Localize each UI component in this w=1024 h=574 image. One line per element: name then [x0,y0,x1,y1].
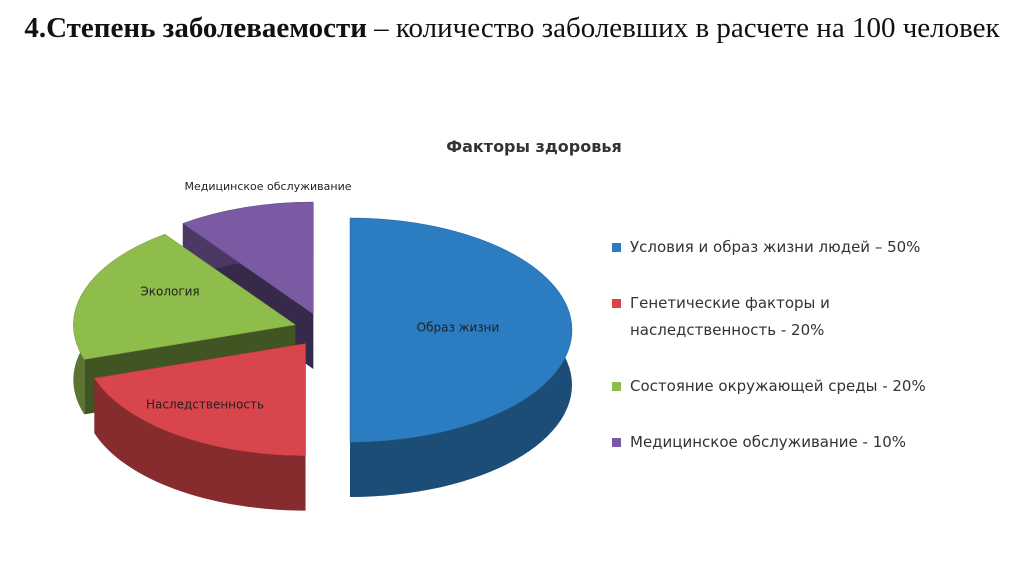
slice-top [182,201,314,315]
legend-item: Условия и образ жизни людей – 50% [612,234,942,261]
slice-top [73,233,297,360]
legend-text: Генетические факторы и наследственность … [630,294,830,339]
legend-swatch [612,382,621,391]
legend-item: Состояние окружающей среды - 20% [612,373,942,400]
legend-text: Состояние окружающей среды - 20% [630,377,926,395]
slice-label: Экология [140,285,199,299]
slice-side [94,378,306,511]
chart-title: Факторы здоровья [446,137,621,156]
legend-item: Генетические факторы и наследственность … [612,290,942,344]
legend-item: Медицинское обслуживание - 10% [612,429,942,456]
slice-label: Образ жизни [417,321,500,335]
slice-top [349,217,573,443]
heading: 4.Степень заболеваемости – количество за… [10,6,1014,50]
slice-top [93,343,306,456]
legend-text: Условия и образ жизни людей – 50% [630,238,921,256]
legend-swatch [612,299,621,308]
slice-label: Медицинское обслуживание [184,180,351,193]
heading-bold: 4.Степень заболеваемости [24,12,367,44]
heading-rest: – количество заболевших в расчете на 100… [374,12,1000,44]
slice [349,217,573,497]
legend-swatch [612,438,621,447]
slice-label: Наследственность [146,398,264,412]
legend: Условия и образ жизни людей – 50% Генетич… [612,234,942,485]
legend-swatch [612,243,621,252]
slice [93,343,306,511]
legend-text: Медицинское обслуживание - 10% [630,433,907,451]
